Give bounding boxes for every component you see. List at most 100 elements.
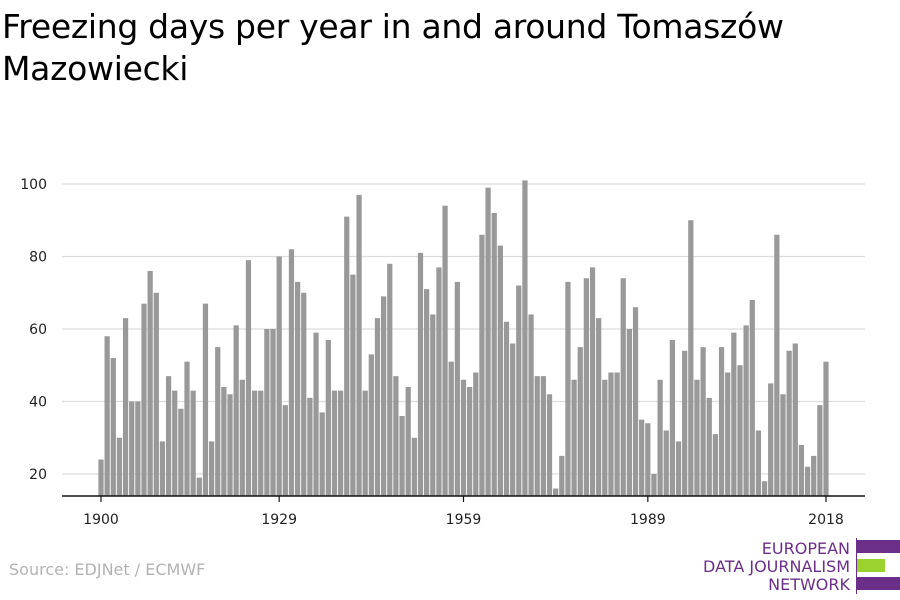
bar-1978[interactable] <box>577 347 583 497</box>
bar-2015[interactable] <box>804 466 811 496</box>
bar-1969[interactable] <box>522 180 528 497</box>
bar-1908[interactable] <box>147 271 153 496</box>
bar-1941[interactable] <box>350 274 356 497</box>
bar-1946[interactable] <box>381 296 387 497</box>
bar-1918[interactable] <box>208 441 215 497</box>
bar-1990[interactable] <box>651 474 657 496</box>
bar-2004[interactable] <box>737 365 743 496</box>
bar-1998[interactable] <box>700 347 706 497</box>
bar-2016[interactable] <box>811 455 817 497</box>
bar-1940[interactable] <box>344 216 350 497</box>
bar-1989[interactable] <box>645 423 651 496</box>
bar-1973[interactable] <box>546 394 553 496</box>
bar-1949[interactable] <box>399 416 405 496</box>
bar-1900[interactable] <box>98 459 104 497</box>
bar-1950[interactable] <box>405 387 411 496</box>
bar-1991[interactable] <box>657 379 663 496</box>
bar-1954[interactable] <box>430 314 436 497</box>
bar-1982[interactable] <box>602 379 608 496</box>
bar-1962[interactable] <box>479 234 485 496</box>
bar-1992[interactable] <box>663 430 669 497</box>
bar-1961[interactable] <box>473 372 479 497</box>
bar-2003[interactable] <box>731 332 737 497</box>
bar-1984[interactable] <box>614 372 620 497</box>
bar-2007[interactable] <box>755 430 762 497</box>
bar-1905[interactable] <box>129 401 135 497</box>
bar-1903[interactable] <box>116 437 123 496</box>
bar-1947[interactable] <box>387 263 393 496</box>
bar-1939[interactable] <box>338 390 344 497</box>
bar-1942[interactable] <box>356 194 362 497</box>
bar-1980[interactable] <box>589 267 596 497</box>
bar-2017[interactable] <box>817 405 823 497</box>
bar-1994[interactable] <box>675 441 682 497</box>
bar-1929[interactable] <box>276 256 282 497</box>
bar-1933[interactable] <box>301 292 307 496</box>
bar-1904[interactable] <box>122 318 129 497</box>
bar-1919[interactable] <box>215 347 221 497</box>
bar-1975[interactable] <box>559 455 565 497</box>
bar-1944[interactable] <box>368 354 374 497</box>
bar-1968[interactable] <box>516 285 522 497</box>
bar-1932[interactable] <box>294 281 301 497</box>
bar-1909[interactable] <box>153 292 159 496</box>
bar-1936[interactable] <box>319 412 325 497</box>
bar-1964[interactable] <box>491 213 497 496</box>
bar-1917[interactable] <box>202 303 209 497</box>
bar-2000[interactable] <box>712 434 719 497</box>
bar-1955[interactable] <box>436 267 442 497</box>
bar-1965[interactable] <box>497 245 503 497</box>
bar-1915[interactable] <box>190 390 196 497</box>
bar-1995[interactable] <box>682 350 688 496</box>
bar-1907[interactable] <box>141 303 147 497</box>
bar-2014[interactable] <box>798 445 805 496</box>
bar-1957[interactable] <box>448 361 454 497</box>
bar-1910[interactable] <box>159 441 166 497</box>
bar-1956[interactable] <box>442 205 448 496</box>
bar-1986[interactable] <box>626 329 633 496</box>
bar-1913[interactable] <box>178 408 184 496</box>
bar-1924[interactable] <box>245 260 252 497</box>
bar-1997[interactable] <box>694 379 700 496</box>
bar-1966[interactable] <box>503 321 510 496</box>
bar-1934[interactable] <box>307 397 313 497</box>
bar-2002[interactable] <box>725 372 731 497</box>
bar-1948[interactable] <box>393 376 399 497</box>
bar-1931[interactable] <box>288 249 295 496</box>
bar-2013[interactable] <box>792 343 798 497</box>
bar-1930[interactable] <box>282 405 288 497</box>
bar-1974[interactable] <box>553 488 559 497</box>
bar-2001[interactable] <box>718 347 725 497</box>
bar-2011[interactable] <box>780 394 786 496</box>
bar-2010[interactable] <box>774 234 780 496</box>
bar-1985[interactable] <box>620 278 626 496</box>
bar-1901[interactable] <box>104 336 110 496</box>
bar-1953[interactable] <box>424 289 430 497</box>
bar-1999[interactable] <box>706 397 712 497</box>
bar-1937[interactable] <box>325 339 331 497</box>
bar-1902[interactable] <box>110 358 116 496</box>
bar-1951[interactable] <box>411 437 417 496</box>
bar-1970[interactable] <box>528 314 534 497</box>
bar-1926[interactable] <box>258 390 264 497</box>
bar-1922[interactable] <box>233 325 239 497</box>
bar-2008[interactable] <box>761 481 768 496</box>
bar-1988[interactable] <box>639 419 645 497</box>
bar-1906[interactable] <box>135 401 141 497</box>
bar-1972[interactable] <box>540 376 546 497</box>
bar-1920[interactable] <box>221 387 227 496</box>
bar-2009[interactable] <box>768 383 774 497</box>
bar-1996[interactable] <box>688 220 694 496</box>
edjnet-logo[interactable]: EUROPEAN DATA JOURNALISM NETWORK <box>700 538 900 594</box>
bar-1963[interactable] <box>485 187 491 497</box>
bar-1987[interactable] <box>632 307 639 496</box>
bar-1958[interactable] <box>454 281 460 497</box>
bar-1993[interactable] <box>669 339 676 497</box>
bar-1960[interactable] <box>467 387 473 496</box>
bar-1952[interactable] <box>417 252 424 497</box>
bar-1967[interactable] <box>510 343 516 497</box>
bar-1959[interactable] <box>460 379 467 496</box>
bar-1945[interactable] <box>374 318 381 497</box>
bar-1923[interactable] <box>239 379 245 496</box>
bar-1976[interactable] <box>565 281 571 497</box>
